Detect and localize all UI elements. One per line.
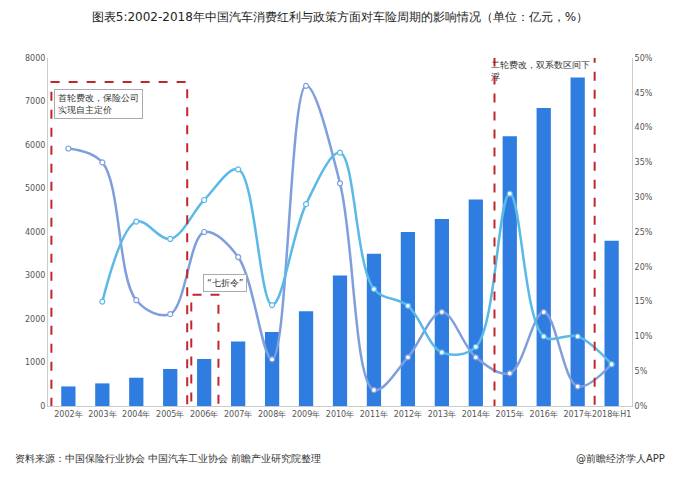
svg-text:30%: 30% [635, 193, 653, 202]
svg-text:2016年: 2016年 [530, 410, 558, 419]
svg-text:图表5:2002-2018年中国汽车消费红利与政策方面对车险: 图表5:2002-2018年中国汽车消费红利与政策方面对车险周期的影响情况（单位… [92, 10, 589, 24]
svg-text:2005年: 2005年 [156, 410, 184, 419]
svg-text:10%: 10% [635, 332, 653, 341]
svg-text:4000: 4000 [25, 228, 45, 237]
svg-text:@前瞻经济学人APP: @前瞻经济学人APP [576, 453, 665, 464]
svg-text:2014年: 2014年 [462, 410, 490, 419]
svg-text:2000: 2000 [25, 315, 45, 324]
svg-text:35%: 35% [635, 158, 653, 167]
svg-text:8000: 8000 [25, 54, 45, 63]
svg-text:2012年: 2012年 [394, 410, 422, 419]
svg-text:0%: 0% [635, 402, 648, 411]
svg-text:2009年: 2009年 [292, 410, 320, 419]
svg-text:25%: 25% [635, 228, 653, 237]
svg-text:2015年: 2015年 [496, 410, 524, 419]
svg-text:7000: 7000 [25, 97, 45, 106]
svg-text:15%: 15% [635, 297, 653, 306]
svg-text:2007年: 2007年 [224, 410, 252, 419]
svg-text:45%: 45% [635, 89, 653, 98]
svg-text:“七折令”: “七折令” [207, 278, 243, 288]
svg-text:首轮费改，保险公司实现自主定价: 首轮费改，保险公司实现自主定价 [58, 93, 139, 115]
svg-text:3000: 3000 [25, 271, 45, 280]
svg-text:5000: 5000 [25, 184, 45, 193]
svg-text:2002年: 2002年 [54, 410, 82, 419]
svg-text:2013年: 2013年 [428, 410, 456, 419]
svg-text:1000: 1000 [25, 358, 45, 367]
svg-text:2018年H1: 2018年H1 [592, 410, 631, 419]
svg-text:2003年: 2003年 [88, 410, 116, 419]
svg-text:二轮费改，双系数区间下浮: 二轮费改，双系数区间下浮 [491, 60, 590, 82]
svg-text:20%: 20% [635, 263, 653, 272]
svg-text:40%: 40% [635, 123, 653, 132]
svg-text:2004年: 2004年 [122, 410, 150, 419]
svg-text:6000: 6000 [25, 141, 45, 150]
svg-text:5%: 5% [635, 367, 648, 376]
svg-text:2008年: 2008年 [258, 410, 286, 419]
svg-text:50%: 50% [635, 54, 653, 63]
svg-text:0: 0 [40, 402, 45, 411]
svg-text:2006年: 2006年 [190, 410, 218, 419]
svg-text:资料来源：中国保险行业协会 中国汽车工业协会 前瞻产业研究院: 资料来源：中国保险行业协会 中国汽车工业协会 前瞻产业研究院整理 [15, 453, 321, 464]
svg-text:2011年: 2011年 [360, 410, 388, 419]
svg-text:2010年: 2010年 [326, 410, 354, 419]
svg-text:2017年: 2017年 [563, 410, 591, 419]
